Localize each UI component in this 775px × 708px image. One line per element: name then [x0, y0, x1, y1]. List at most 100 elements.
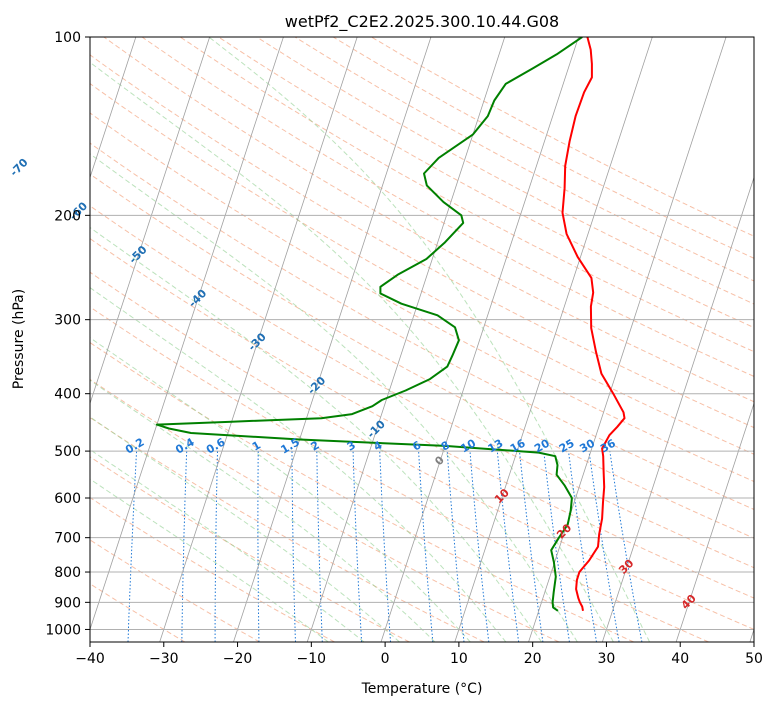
x-tick-label: −30	[149, 651, 179, 667]
dry-adiabat	[90, 173, 754, 539]
dewpoint-trace	[155, 37, 583, 612]
chart-title: wetPf2_C2E2.2025.300.10.44.G08	[285, 12, 559, 32]
mixing-ratio-line	[609, 451, 643, 642]
mixing-ratio-line	[181, 451, 188, 642]
dry-adiabat	[90, 271, 754, 630]
x-tick-label: 40	[671, 651, 689, 667]
mixing-ratio-label: 0.6	[204, 435, 228, 456]
dry-adiabat	[218, 37, 754, 329]
isotherm-label: 40	[679, 592, 699, 612]
mixing-ratio-line	[291, 451, 296, 642]
dry-adiabat	[90, 205, 754, 569]
skewed-isotherm	[454, 37, 653, 642]
x-tick-label: 10	[450, 651, 468, 667]
dry-adiabat	[90, 496, 335, 642]
moist-adiabat	[90, 61, 614, 642]
y-tick-label: 200	[54, 208, 81, 224]
mixing-ratio-line	[214, 451, 218, 642]
y-tick-label: 1000	[45, 622, 81, 638]
dry-adiabat	[90, 539, 260, 642]
skewed-isotherm	[380, 37, 579, 642]
moist-adiabat	[90, 226, 542, 642]
mixing-ratio-line	[257, 451, 260, 642]
x-tick-label: 20	[524, 651, 542, 667]
y-tick-label: 700	[54, 531, 81, 547]
moist-adiabat	[90, 153, 578, 642]
temperature-trace	[561, 37, 626, 611]
y-tick-label: 300	[54, 313, 81, 329]
isotherm-label: -40	[186, 287, 209, 310]
y-tick-label: 900	[54, 595, 81, 611]
dry-adiabat	[90, 583, 186, 642]
sounding-traces	[155, 37, 626, 612]
mixing-ratio-label: 0.4	[173, 435, 197, 456]
moist-adiabat	[90, 379, 436, 642]
dry-adiabat	[90, 378, 560, 642]
y-tick-label: 800	[54, 565, 81, 581]
skewed-isotherm	[675, 402, 754, 642]
mixing-ratio-line	[379, 451, 391, 642]
mixing-ratio-line	[127, 451, 138, 642]
x-tick-label: 50	[745, 651, 763, 667]
y-axis-label: Pressure (hPa)	[11, 289, 27, 389]
dry-adiabat	[180, 37, 754, 353]
x-tick-label: 30	[598, 651, 616, 667]
skewed-isotherm	[90, 37, 211, 405]
mixing-ratio-line	[519, 451, 544, 642]
skewed-isotherm	[90, 37, 137, 179]
x-axis-label: Temperature (°C)	[361, 681, 483, 697]
mixing-ratio-line	[418, 451, 434, 642]
x-tick-label: 0	[381, 651, 390, 667]
dry-adiabat	[332, 37, 754, 259]
mixing-ratio-label: 0.2	[123, 436, 146, 457]
dry-adiabat	[90, 456, 410, 642]
x-tick-label: −20	[223, 651, 253, 667]
y-tick-label: 500	[54, 444, 81, 460]
isotherm-label: -50	[126, 243, 149, 266]
moist-adiabat	[90, 416, 400, 642]
x-tick-label: −10	[297, 651, 327, 667]
y-tick-label: 600	[54, 491, 81, 507]
mixing-ratio-line	[543, 451, 570, 642]
dry-adiabat	[90, 238, 754, 599]
skewed-isotherm	[159, 37, 358, 642]
moist-adiabat	[90, 287, 507, 642]
dry-adiabat	[371, 37, 754, 237]
skewed-isotherm	[90, 37, 284, 631]
dry-adiabat	[90, 341, 634, 642]
isotherm-label: 30	[616, 556, 636, 576]
dry-adiabat	[90, 142, 754, 510]
dry-adiabat	[90, 54, 754, 429]
y-tick-label: 400	[54, 387, 81, 403]
background-lines	[90, 37, 754, 642]
dry-adiabat	[103, 37, 754, 403]
isotherm-label: 0	[432, 453, 447, 468]
dry-adiabat	[90, 416, 485, 642]
mixing-ratio-line	[352, 451, 363, 642]
mixing-ratio-label: 10	[458, 436, 478, 455]
moist-adiabat	[90, 337, 471, 642]
dry-adiabat	[90, 112, 754, 483]
isotherm-label: 20	[554, 521, 574, 541]
skewed-isotherm	[306, 37, 506, 642]
skewed-isotherm	[233, 37, 432, 642]
isotherm-label: 10	[492, 486, 512, 506]
y-tick-label: 100	[54, 30, 81, 46]
isotherm-label: -70	[7, 156, 30, 179]
grid	[0, 37, 754, 642]
skewed-isotherm	[601, 176, 754, 642]
plot-frame	[89, 36, 755, 643]
mixing-ratio-label: 25	[557, 437, 577, 456]
isotherm-label: -30	[246, 330, 269, 353]
moist-adiabat	[90, 448, 365, 642]
skewed-isotherm	[0, 37, 62, 642]
x-axis: −40 −30 −20 −10 0 10 20 30 40 50	[75, 642, 763, 667]
y-axis: 100 200 300 400 500 600 700 800 900 1000	[45, 30, 90, 638]
skewed-isotherm	[528, 37, 727, 642]
dry-adiabat	[256, 37, 754, 305]
dry-adiabat	[294, 37, 754, 282]
mixing-ratio-line	[446, 451, 465, 642]
x-tick-label: −40	[75, 651, 105, 667]
mixing-ratio-label: 16	[508, 436, 528, 455]
